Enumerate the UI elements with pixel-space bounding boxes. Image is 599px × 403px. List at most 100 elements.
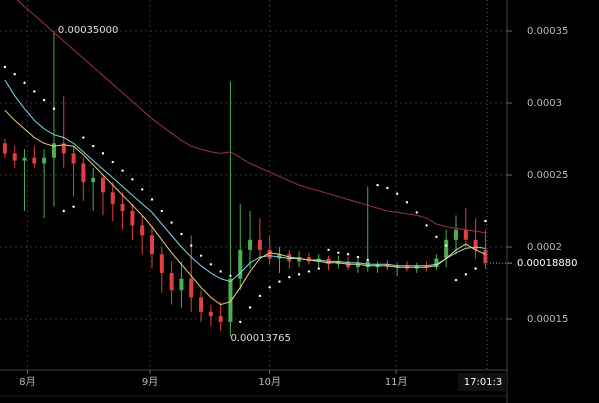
candle-body — [218, 316, 223, 322]
candle-body — [454, 229, 459, 240]
candle-body — [248, 239, 253, 250]
candle-body — [473, 239, 478, 250]
sar-dot — [82, 136, 85, 139]
candle-body — [483, 249, 488, 264]
sar-dot — [180, 232, 183, 236]
candle-body — [159, 254, 164, 273]
x-tick-label: 11月 — [385, 376, 408, 388]
x-tick-label: 10月 — [258, 376, 281, 388]
sar-dot — [219, 270, 222, 273]
sar-dot — [3, 65, 7, 69]
sar-dot — [101, 152, 105, 155]
candle-body — [395, 265, 400, 268]
sar-dot — [288, 276, 291, 279]
candle-body — [228, 278, 233, 322]
sar-dot — [209, 263, 213, 266]
sar-dot — [327, 248, 330, 252]
candle-body — [140, 225, 145, 236]
candle-body — [150, 235, 155, 255]
candle-body — [169, 272, 174, 291]
candle-body — [42, 157, 47, 164]
y-tick-label: 0.0002 — [527, 242, 562, 253]
candle-body — [120, 203, 125, 211]
x-tick-label: 8月 — [19, 376, 35, 388]
sar-dot — [278, 280, 281, 283]
sar-dot — [386, 186, 389, 190]
overlay: 0.00035 0.0003 0.00025 0.0002 0.00015 8月 9月 10月… — [19, 25, 577, 388]
moving-average-line — [16, 0, 486, 234]
candle-body — [22, 157, 27, 161]
sar-dot — [199, 254, 203, 257]
candle-body — [61, 143, 66, 154]
max-label: 0.00035000 — [58, 25, 118, 36]
candle-body — [2, 143, 7, 154]
candle-body — [32, 157, 37, 164]
sar-dot — [356, 255, 360, 259]
candle-body — [130, 210, 135, 226]
sar-dot — [72, 205, 75, 208]
candle-body — [51, 143, 56, 158]
moving-average-line — [4, 79, 486, 283]
sar-dot — [150, 198, 154, 201]
sar-dot — [52, 107, 56, 110]
sar-dot — [317, 267, 320, 270]
crosshair-label: 17:01:3 — [464, 377, 503, 388]
sar-dot — [170, 221, 173, 224]
sar-dot — [268, 286, 271, 289]
sar-dot — [337, 251, 340, 254]
sar-dot — [405, 201, 409, 204]
sar-dot — [454, 278, 458, 282]
candle-body — [179, 278, 184, 291]
sar-dot — [376, 183, 379, 187]
sar-dot — [307, 270, 311, 273]
sar-dot — [435, 235, 438, 239]
candle-body — [189, 278, 194, 298]
sar-dot — [415, 211, 418, 214]
sar-dot — [111, 160, 114, 164]
candle-body — [110, 192, 115, 204]
sar-dot — [484, 219, 487, 223]
y-tick-label: 0.0003 — [527, 98, 562, 109]
sar-dot — [297, 273, 301, 276]
sar-dot — [33, 90, 36, 93]
sar-dot — [366, 258, 369, 262]
sar-dot — [395, 192, 399, 195]
candle-body — [238, 249, 243, 279]
sar-dot — [42, 98, 46, 102]
candle-body — [424, 265, 429, 268]
sar-dot — [474, 267, 477, 270]
sar-dot — [425, 224, 428, 227]
sar-dot — [248, 306, 252, 309]
plot-area — [2, 0, 488, 337]
candle-body — [306, 257, 311, 262]
sar-dot — [13, 72, 16, 76]
sar-dot — [190, 244, 193, 247]
y-tick-label: 0.00015 — [527, 314, 568, 325]
sar-dot — [140, 188, 144, 191]
candle-body — [355, 262, 360, 268]
candle-body — [434, 258, 439, 268]
min-label: 0.00013765 — [230, 333, 290, 344]
candle-body — [71, 153, 76, 164]
candle-body — [208, 311, 213, 317]
candle-body — [267, 249, 272, 259]
y-tick-label: 0.00035 — [527, 26, 568, 37]
sar-dot — [160, 209, 164, 213]
candle-body — [81, 163, 86, 183]
x-tick-label: 9月 — [142, 376, 158, 388]
sar-dot — [23, 81, 26, 85]
sar-dot — [346, 253, 350, 256]
candle-body — [277, 254, 282, 259]
sar-dot — [464, 273, 468, 276]
candle-body — [297, 257, 302, 262]
sar-dot — [229, 274, 232, 278]
y-tick-label: 0.00025 — [527, 170, 568, 181]
sar-dot — [131, 178, 134, 181]
candle-body — [257, 239, 262, 250]
candle-body — [199, 297, 204, 312]
candle-body — [463, 229, 468, 240]
candle-body — [91, 177, 96, 183]
moving-average-line — [4, 109, 486, 306]
